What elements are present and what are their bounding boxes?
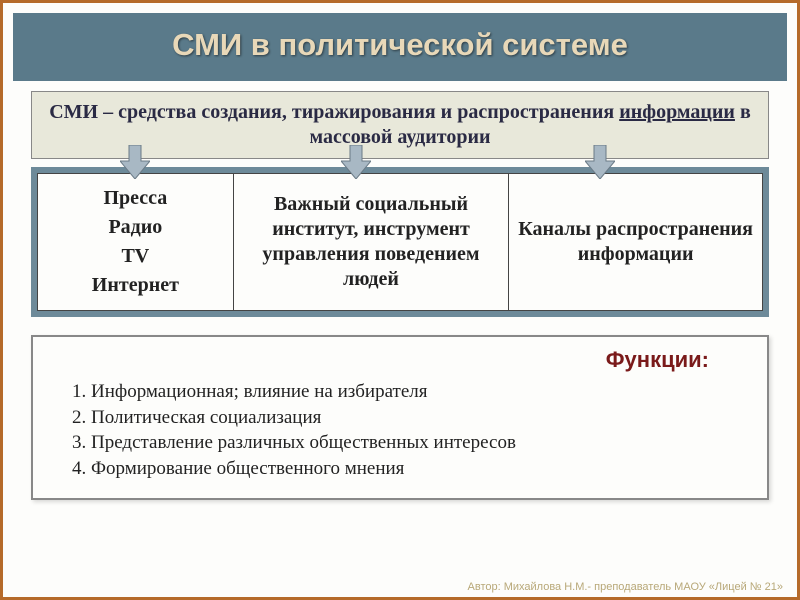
table-wrap: ПрессаРадиоTVИнтернет Важный социальный …: [31, 167, 769, 317]
slide: СМИ в политической системе СМИ – средств…: [0, 0, 800, 600]
down-arrow-icon: [120, 145, 150, 179]
media-type-item: Радио: [46, 213, 225, 242]
media-type-item: Интернет: [46, 271, 225, 300]
function-item: Представление различных общественных инт…: [91, 430, 749, 456]
slide-title: СМИ в политической системе: [172, 27, 628, 62]
function-item: Политическая социализация: [91, 405, 749, 431]
function-item: Формирование общественного мнения: [91, 456, 749, 482]
media-type-item: TV: [46, 242, 225, 271]
definition-text: СМИ – средства создания, тиражирования и…: [46, 100, 754, 150]
media-type-item: Пресса: [46, 184, 225, 213]
media-types-list: ПрессаРадиоTVИнтернет: [46, 184, 225, 300]
media-table: ПрессаРадиоTVИнтернет Важный социальный …: [37, 173, 763, 311]
table-cell-types: ПрессаРадиоTVИнтернет: [38, 174, 234, 311]
table-cell-role: Важный социальный институт, инструмент у…: [233, 174, 509, 311]
function-item: Информационная; влияние на избирателя: [91, 379, 749, 405]
author-credit: Автор: Михайлова Н.М.- преподаватель МАО…: [468, 581, 783, 593]
functions-list: Информационная; влияние на избирателяПол…: [91, 379, 749, 482]
table-cell-channels: Каналы распространения информации: [509, 174, 763, 311]
title-bar: СМИ в политической системе: [13, 13, 787, 81]
down-arrow-icon: [585, 145, 615, 179]
functions-box: Функции: Информационная; влияние на изби…: [31, 335, 769, 500]
down-arrow-icon: [341, 145, 371, 179]
functions-title: Функции:: [51, 347, 709, 373]
